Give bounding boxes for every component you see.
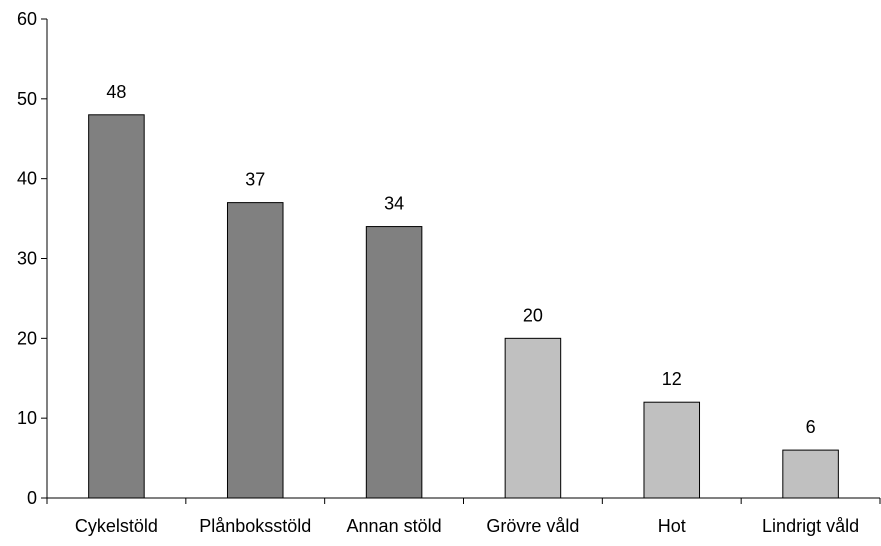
x-axis: Cykelstöld Plånboksstöld Annan stöld Grövre… — [46, 497, 881, 536]
bar-value-label: 34 — [384, 194, 404, 214]
bars — [88, 114, 839, 499]
bar — [365, 226, 423, 499]
bar-value-label: 48 — [106, 82, 126, 102]
bar — [782, 449, 839, 499]
bar — [88, 114, 145, 499]
x-category-label: Hot — [658, 516, 686, 536]
bar — [643, 401, 701, 499]
y-axis: 0 10 20 30 40 50 60 — [17, 9, 48, 508]
bar-value-label: 20 — [523, 305, 543, 325]
bar-value-label: 6 — [806, 417, 816, 437]
x-category-label: Plånboksstöld — [199, 516, 311, 536]
y-tick-label: 30 — [17, 249, 37, 269]
y-tick-label: 20 — [17, 328, 37, 348]
x-category-label: Cykelstöld — [75, 516, 158, 536]
y-tick-label: 50 — [17, 89, 37, 109]
bar-value-label: 12 — [662, 369, 682, 389]
data-labels: 48 37 34 20 12 6 — [106, 82, 815, 437]
y-tick-label: 60 — [17, 9, 37, 29]
y-tick-label: 40 — [17, 169, 37, 189]
y-tick-label: 0 — [27, 488, 37, 508]
x-category-label: Lindrigt våld — [762, 516, 859, 536]
bar — [504, 337, 562, 499]
bar — [226, 202, 284, 499]
y-tick-label: 10 — [17, 408, 37, 428]
bar-value-label: 37 — [245, 170, 265, 190]
x-category-label: Grövre våld — [486, 516, 579, 536]
x-category-label: Annan stöld — [347, 516, 442, 536]
